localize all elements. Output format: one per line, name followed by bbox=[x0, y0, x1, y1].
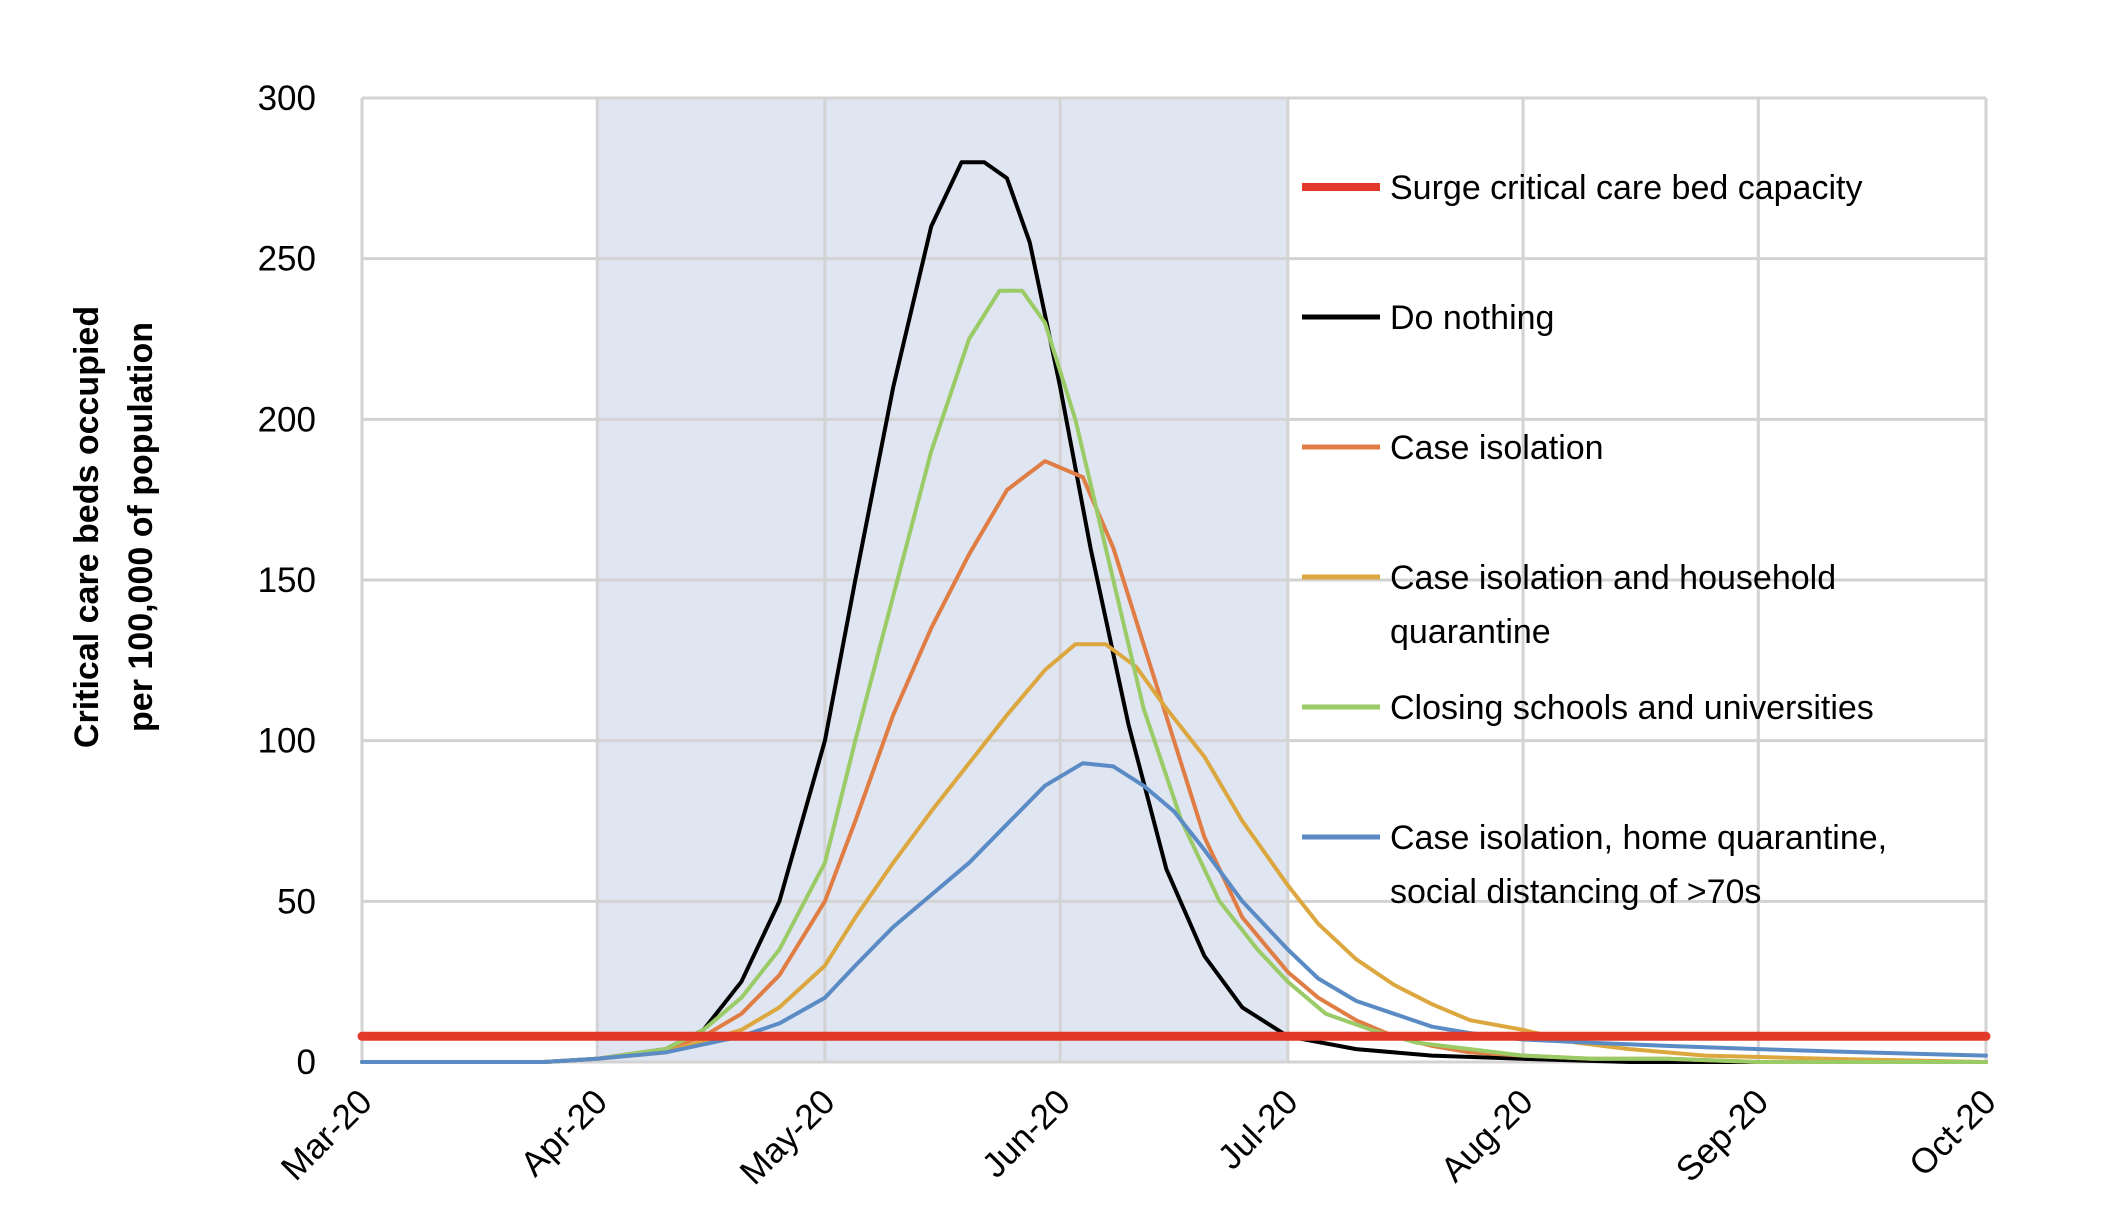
series-line-case-isolation bbox=[360, 459, 1988, 1064]
y-axis-ticks: 0 50 100 150 200 250 300 bbox=[258, 79, 316, 1082]
legend-label-case-isolation-and-household-quarantine: Case isolation and household quarantine bbox=[1390, 559, 1836, 651]
series-line-case-isolation-and-household-quarantine bbox=[360, 642, 1988, 1064]
y-tick-label: 250 bbox=[258, 240, 316, 279]
y-axis-label-line-1: Critical care beds occupied bbox=[68, 306, 106, 748]
y-tick-label: 300 bbox=[258, 79, 316, 118]
grid bbox=[360, 96, 1988, 1064]
series-line-do-nothing bbox=[360, 160, 1988, 1064]
legend-label-do-nothing: Do nothing bbox=[1390, 299, 1554, 337]
y-tick-label: 0 bbox=[297, 1043, 316, 1082]
legend-label-case-isolation: Case isolation bbox=[1390, 429, 1604, 467]
y-tick-label: 150 bbox=[258, 561, 316, 600]
legend-label-surge-critical-care-bed-capacity: Surge critical care bed capacity bbox=[1390, 169, 1862, 207]
y-tick-label: 100 bbox=[258, 722, 316, 761]
legend: Surge critical care bed capacity Do nothi… bbox=[1302, 169, 1887, 911]
series-lines bbox=[357, 160, 1991, 1064]
y-tick-label: 200 bbox=[258, 400, 316, 439]
legend-label-closing-schools-and-universities: Closing schools and universities bbox=[1390, 689, 1874, 727]
y-axis-label-line-2: per 100,000 of population bbox=[122, 322, 160, 732]
y-tick-label: 50 bbox=[277, 882, 316, 921]
legend-label-case-isolation-home-quarantine-social-distancing-of-70s: Case isolation, home quarantine, social d… bbox=[1390, 819, 1887, 911]
series-line-closing-schools-and-universities bbox=[360, 288, 1988, 1064]
